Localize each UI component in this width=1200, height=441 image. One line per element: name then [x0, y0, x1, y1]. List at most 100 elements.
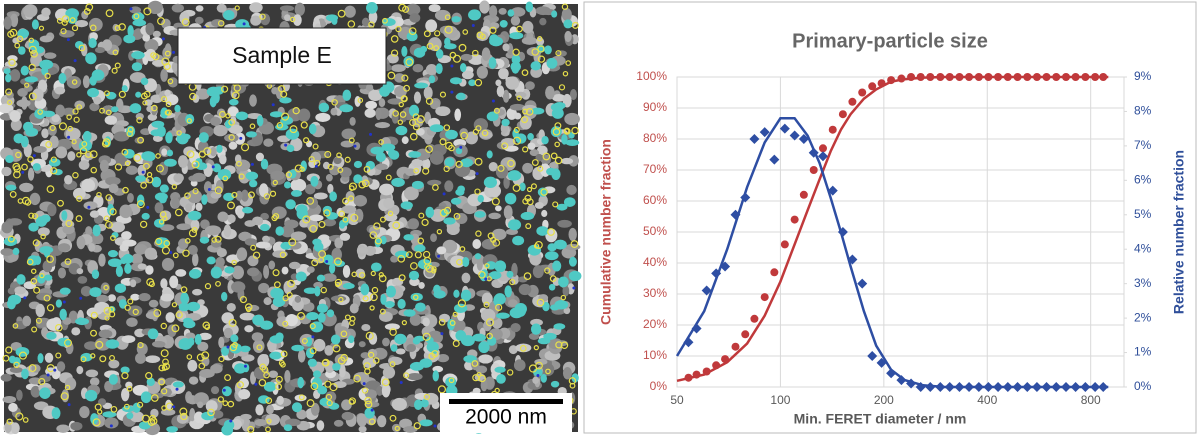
grain-yellow: [397, 119, 404, 125]
point: [954, 382, 965, 392]
grain-blue: [66, 38, 70, 42]
grain-yellow: [136, 401, 144, 408]
grain-blue: [79, 296, 83, 300]
grain-cyan: [280, 116, 293, 125]
grain-cyan: [89, 287, 102, 298]
point: [1023, 73, 1032, 81]
grain: [491, 228, 507, 241]
grain-yellow: [439, 91, 447, 98]
grain-cyan: [450, 197, 462, 205]
grain-yellow: [349, 315, 356, 322]
grain: [94, 47, 105, 54]
grain-yellow: [294, 164, 303, 173]
grain-yellow: [31, 213, 39, 220]
grain: [425, 64, 438, 76]
grain-cyan: [20, 65, 29, 76]
grain-yellow: [555, 341, 563, 349]
grain-cyan: [194, 334, 202, 345]
grain-yellow: [348, 137, 355, 144]
grain: [121, 231, 132, 240]
grain-cyan: [296, 207, 308, 220]
grain-yellow: [431, 266, 437, 272]
grain-cyan: [445, 129, 458, 140]
grain: [32, 88, 44, 102]
grain: [391, 64, 406, 72]
grain: [44, 352, 54, 363]
grain: [262, 235, 271, 243]
grain-yellow: [485, 318, 495, 327]
grain-cyan: [239, 345, 251, 353]
grain-yellow: [109, 208, 117, 216]
grain-yellow: [398, 3, 407, 12]
grain-blue: [370, 408, 374, 412]
grain-cyan: [92, 224, 101, 237]
grain: [152, 30, 161, 38]
grain-yellow: [147, 418, 156, 426]
grain: [144, 39, 159, 52]
grain-cyan: [310, 321, 324, 333]
grain-yellow: [109, 354, 115, 361]
grain-cyan: [474, 210, 486, 218]
grain-yellow: [28, 212, 35, 219]
grain-blue: [440, 332, 444, 336]
grain-yellow: [201, 351, 210, 360]
grain-yellow: [207, 408, 215, 417]
grain-cyan: [256, 115, 264, 127]
grain: [41, 128, 49, 139]
grain-yellow: [536, 298, 545, 307]
point: [867, 351, 878, 361]
grain: [134, 243, 148, 255]
grain: [265, 413, 280, 426]
chart-title: Primary-particle size: [792, 30, 988, 52]
grain: [241, 189, 249, 202]
grain-yellow: [457, 299, 466, 308]
grain: [461, 70, 474, 80]
point: [944, 382, 955, 392]
grain-yellow: [438, 318, 446, 326]
grain: [342, 265, 351, 278]
grain-cyan: [390, 344, 398, 352]
grain-yellow: [72, 172, 79, 179]
point: [964, 382, 975, 392]
grain-yellow: [537, 36, 543, 42]
grain: [427, 179, 442, 186]
grain: [476, 65, 488, 79]
grain-cyan: [408, 151, 422, 158]
grain-yellow: [325, 393, 333, 401]
point: [741, 330, 750, 339]
grain-cyan: [314, 286, 321, 297]
grain-yellow: [399, 111, 407, 118]
grain-yellow: [176, 130, 182, 136]
grain-yellow: [287, 279, 295, 288]
grain-yellow: [66, 114, 72, 121]
grain-yellow: [238, 173, 245, 180]
grain: [250, 15, 262, 26]
grain: [366, 83, 374, 92]
grain-cyan: [397, 298, 406, 310]
grain: [429, 151, 444, 165]
grain-yellow: [338, 296, 344, 303]
grain: [530, 318, 543, 327]
grain-yellow: [275, 375, 283, 384]
grain-yellow: [127, 298, 134, 305]
grain-yellow: [405, 251, 413, 259]
grain-yellow: [373, 222, 381, 230]
grain-cyan: [403, 309, 416, 317]
grain-cyan: [308, 123, 317, 135]
grain: [187, 189, 202, 204]
grain: [210, 146, 217, 157]
point: [1041, 382, 1052, 392]
grain: [138, 293, 151, 302]
grain-yellow: [28, 92, 37, 101]
y-tick-label: 50%: [643, 224, 667, 238]
grain-cyan: [269, 351, 282, 360]
grain-blue: [536, 373, 540, 377]
grain-yellow: [387, 71, 396, 80]
grain-yellow: [285, 171, 292, 178]
grain: [7, 218, 23, 226]
grain-yellow: [367, 351, 375, 359]
grain: [545, 85, 555, 100]
grain: [238, 377, 249, 389]
grain: [260, 212, 270, 221]
grain-yellow: [215, 280, 221, 287]
